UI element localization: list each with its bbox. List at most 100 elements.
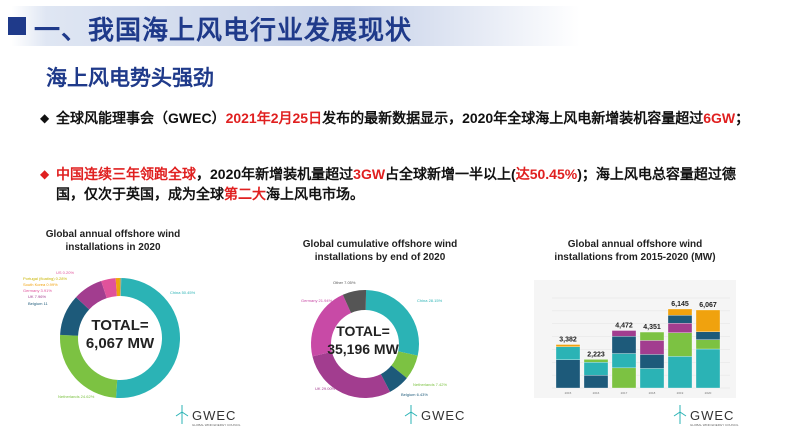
label-us: US 0.20% <box>56 270 74 275</box>
donut-slice-china <box>365 290 419 356</box>
bar-chart-annual-2015-2020: 3,382 2015 2,223 2016 4,472 2017 4,351 2018 6,14… <box>552 297 730 395</box>
label-uk: UK 7.96% <box>28 294 46 299</box>
bar-segment-2019 <box>667 308 693 316</box>
chart-card-annual-2020: Global annual offshore wind installation… <box>18 220 241 430</box>
donut-center-label: TOTAL= <box>336 323 390 339</box>
bar-segment-2020 <box>695 309 721 332</box>
bar-category-label: 2019 <box>677 391 684 395</box>
bullet-highlight-lead: 中国连续三年领跑全球 <box>56 166 196 182</box>
bar-segment-2017 <box>611 330 637 337</box>
bullet-run: ； <box>735 110 750 126</box>
gwec-logo-text: GWEC <box>421 408 466 423</box>
label-germany: Germany 3.91% <box>23 288 52 293</box>
gwec-logo-text: GWEC <box>192 408 237 423</box>
bar-category-label: 2018 <box>649 391 656 395</box>
label-portugal: Portugal (floating) 0.28% <box>23 276 67 281</box>
chart-title-line: Global cumulative offshore wind <box>302 239 458 250</box>
chart-title-line: Global annual offshore wind <box>567 239 703 250</box>
bullet-highlight-rank: 第二大 <box>224 186 266 202</box>
bar-value-label: 2,223 <box>587 351 605 358</box>
label-germany: Germany 21.94% <box>301 298 333 303</box>
gwec-logo-subtext: GLOBAL WIND ENERGY COUNCIL <box>192 423 241 427</box>
chart-title-annual-2020: Global annual offshore wind installation… <box>18 228 208 254</box>
bullet-highlight-3gw: 3GW <box>353 166 386 182</box>
bullet-run: 占全球新增一半以上( <box>385 166 516 182</box>
chart-title-cumulative-2020: Global cumulative offshore wind installa… <box>285 238 475 264</box>
bar-category-label: 2015 <box>565 391 572 395</box>
bar-value-label: 6,145 <box>671 301 689 308</box>
bullet-point-1: ◆ 全球风能理事会（GWEC）2021年2月25日发布的最新数据显示，2020年… <box>40 108 760 128</box>
wind-turbine-logo-icon <box>403 404 419 429</box>
bar-segment-2020 <box>695 339 721 350</box>
donut-slice-us <box>120 278 122 297</box>
bar-category-label: 2016 <box>593 391 600 395</box>
label-korea: South Korea 0.99% <box>23 282 58 287</box>
diamond-bullet-icon: ◆ <box>40 111 50 125</box>
donut-chart-cumulative-2020: Other 7.05% Germany 21.94% China 28.15% … <box>301 280 447 398</box>
bullet-highlight-share: 达50.45% <box>515 166 578 182</box>
bar-segment-2017 <box>611 336 637 354</box>
bar-segment-2020 <box>695 348 721 389</box>
label-china: China 28.15% <box>417 298 443 303</box>
bullet-run: 全球风能理事会（GWEC） <box>56 110 226 126</box>
slide-header: 一、我国海上风电行业发展现状 <box>0 0 800 50</box>
donut-slice-netherlands <box>391 351 418 379</box>
bar-segment-2019 <box>667 315 693 324</box>
donut-slice-south-korea <box>115 278 120 297</box>
label-belgium: Belgium 6.43% <box>401 392 428 397</box>
donut-slice-germany <box>101 278 117 299</box>
bar-value-label: 4,472 <box>615 323 633 330</box>
donut-center-value: 6,067 MW <box>86 335 155 352</box>
bar-segment-2015 <box>555 359 581 389</box>
label-belgium: Belgium 11 <box>28 301 48 306</box>
bullet-text-2: 中国连续三年领跑全球，2020年新增装机量超过3GW占全球新增一半以上(达50.… <box>56 164 760 204</box>
label-netherlands: Netherlands 24.62% <box>58 394 95 399</box>
donut-slice-netherlands <box>59 334 118 398</box>
section-subtitle: 海上风电势头强劲 <box>46 67 214 90</box>
diamond-bullet-icon: ◆ <box>40 167 50 181</box>
bar-value-label: 3,382 <box>559 337 577 344</box>
gwec-logo-subtext: GLOBAL WIND ENERGY COUNCIL <box>690 423 739 427</box>
bar-segment-2015 <box>555 344 581 347</box>
chart-title-line: installations in 2020 <box>65 242 161 253</box>
bar-segment-2019 <box>667 332 693 357</box>
donut-slice-uk <box>312 351 391 398</box>
chart-title-annual-2015-2020: Global annual offshore wind installation… <box>535 238 735 264</box>
bar-segment-2019 <box>667 356 693 389</box>
donut-slice-other <box>342 290 367 313</box>
donut-center-label: TOTAL= <box>91 317 149 334</box>
chart-title-line: installations by end of 2020 <box>314 252 446 263</box>
donut-slice-belgium <box>380 365 407 392</box>
bar-segment-2017 <box>611 367 637 389</box>
donut-chart-annual-2020: US 0.20% Portugal (floating) 0.28% South… <box>23 270 196 399</box>
bullet-run: 海上风电市场。 <box>266 186 364 202</box>
label-china: China 50.45% <box>170 290 196 295</box>
bar-segment-2018 <box>639 368 665 389</box>
label-uk: UK 29.00% <box>315 386 336 391</box>
bar-segment-2019 <box>667 323 693 333</box>
chart-card-cumulative-2020: Global cumulative offshore wind installa… <box>285 220 475 430</box>
bullet-point-2: ◆ 中国连续三年领跑全球，2020年新增装机量超过3GW占全球新增一半以上(达5… <box>40 164 760 204</box>
bar-segment-2016 <box>583 359 609 363</box>
label-netherlands: Netherlands 7.42% <box>413 382 447 387</box>
bullet-run: )；海上风电总容量超过德国，仅次于英国，成为全球 <box>56 166 736 202</box>
header-gradient-bar <box>0 6 580 46</box>
donut-slice-portugal-floating- <box>119 278 121 297</box>
donut-slice-china <box>115 278 180 398</box>
bar-category-label: 2017 <box>621 391 628 395</box>
bar-category-label: 2020 <box>705 391 712 395</box>
bar-segment-2018 <box>639 354 665 369</box>
bar-chart-panel: 3,382 2015 2,223 2016 4,472 2017 4,351 2018 6,14… <box>534 280 736 398</box>
wind-turbine-logo-icon <box>174 404 190 429</box>
donut-slice-belgium <box>60 297 90 336</box>
donut-slice-uk <box>76 281 107 310</box>
bullet-highlight-capacity: 6GW <box>703 110 736 126</box>
bar-segment-2016 <box>583 374 609 389</box>
bullet-run: 发布的最新数据显示，2020年全球海上风电新增装机容量超过 <box>322 110 704 126</box>
gwec-logo-text: GWEC <box>690 408 735 423</box>
wind-turbine-logo-icon <box>672 404 688 429</box>
bullet-run: ，2020年新增装机量超过 <box>196 166 354 182</box>
slide-title: 一、我国海上风电行业发展现状 <box>34 15 413 45</box>
bar-segment-2017 <box>611 353 637 369</box>
bullet-text-1: 全球风能理事会（GWEC）2021年2月25日发布的最新数据显示，2020年全球… <box>56 108 760 128</box>
